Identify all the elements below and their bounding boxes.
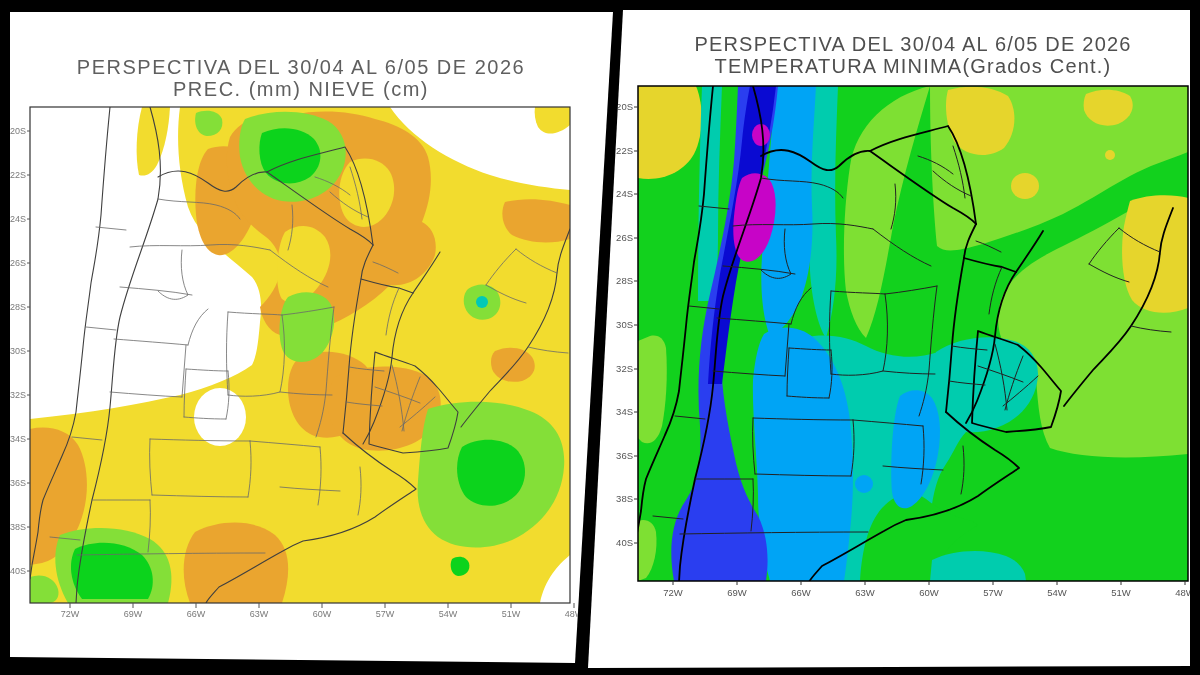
lon-tick-label: 51W	[1111, 587, 1131, 598]
lat-tick-label: 30S	[10, 346, 26, 356]
left-lat-axis: 20S 22S 24S 26S 28S 30S 32S 34S 36S 38S …	[10, 126, 26, 576]
lat-tick-label: 38S	[10, 522, 26, 532]
weather-maps-screenshot: PERSPECTIVA DEL 30/04 AL 6/05 DE 2026 PR…	[0, 0, 1200, 675]
lat-tick-label: 32S	[10, 390, 26, 400]
lat-tick-label: 20S	[10, 126, 26, 136]
right-map-title-line2: TEMPERATURA MINIMA(Grados Cent.)	[715, 55, 1112, 77]
lon-tick-label: 69W	[727, 587, 747, 598]
temperature-field	[633, 86, 1188, 582]
lat-tick-label: 32S	[616, 363, 633, 374]
lon-tick-label: 48W	[565, 609, 584, 619]
left-map-title-line1: PERSPECTIVA DEL 30/04 AL 6/05 DE 2026	[77, 56, 525, 78]
right-map-title-line1: PERSPECTIVA DEL 30/04 AL 6/05 DE 2026	[694, 33, 1131, 55]
precip-field	[30, 107, 570, 603]
lat-tick-label: 36S	[616, 450, 633, 461]
lon-tick-label: 69W	[124, 609, 143, 619]
lon-tick-label: 54W	[1047, 587, 1067, 598]
lon-tick-label: 66W	[187, 609, 206, 619]
lon-tick-label: 57W	[376, 609, 395, 619]
lat-tick-label: 28S	[616, 275, 633, 286]
lat-tick-label: 22S	[10, 170, 26, 180]
lon-tick-label: 72W	[663, 587, 683, 598]
right-lon-axis: 72W 69W 66W 63W 60W 57W 54W 51W 48W	[663, 587, 1195, 598]
min-temperature-map: PERSPECTIVA DEL 30/04 AL 6/05 DE 2026 TE…	[600, 0, 1195, 675]
lat-tick-label: 28S	[10, 302, 26, 312]
lat-tick-label: 22S	[616, 145, 633, 156]
right-lat-axis: 20S 22S 24S 26S 28S 30S 32S 34S 36S 38S …	[616, 101, 633, 548]
left-lon-axis: 72W 69W 66W 63W 60W 57W 54W 51W 48W	[61, 609, 584, 619]
lat-tick-label: 24S	[10, 214, 26, 224]
lon-tick-label: 57W	[983, 587, 1003, 598]
lat-tick-label: 34S	[10, 434, 26, 444]
precipitation-map: PERSPECTIVA DEL 30/04 AL 6/05 DE 2026 PR…	[0, 0, 613, 663]
lat-tick-label: 26S	[616, 232, 633, 243]
lat-tick-label: 36S	[10, 478, 26, 488]
lat-tick-label: 34S	[616, 406, 633, 417]
lat-tick-label: 24S	[616, 188, 633, 199]
left-lon-ticks	[70, 603, 574, 608]
lon-tick-label: 54W	[439, 609, 458, 619]
lon-tick-label: 63W	[855, 587, 875, 598]
lat-tick-label: 20S	[616, 101, 633, 112]
lat-tick-label: 38S	[616, 493, 633, 504]
lat-tick-label: 30S	[616, 319, 633, 330]
lon-tick-label: 51W	[502, 609, 521, 619]
left-map-title-line2: PREC. (mm) NIEVE (cm)	[173, 78, 429, 100]
lat-tick-label: 40S	[10, 566, 26, 576]
lon-tick-label: 60W	[919, 587, 939, 598]
lon-tick-label: 48W	[1175, 587, 1195, 598]
lat-tick-label: 40S	[616, 537, 633, 548]
lon-tick-label: 60W	[313, 609, 332, 619]
lon-tick-label: 63W	[250, 609, 269, 619]
lon-tick-label: 72W	[61, 609, 80, 619]
lat-tick-label: 26S	[10, 258, 26, 268]
lon-tick-label: 66W	[791, 587, 811, 598]
